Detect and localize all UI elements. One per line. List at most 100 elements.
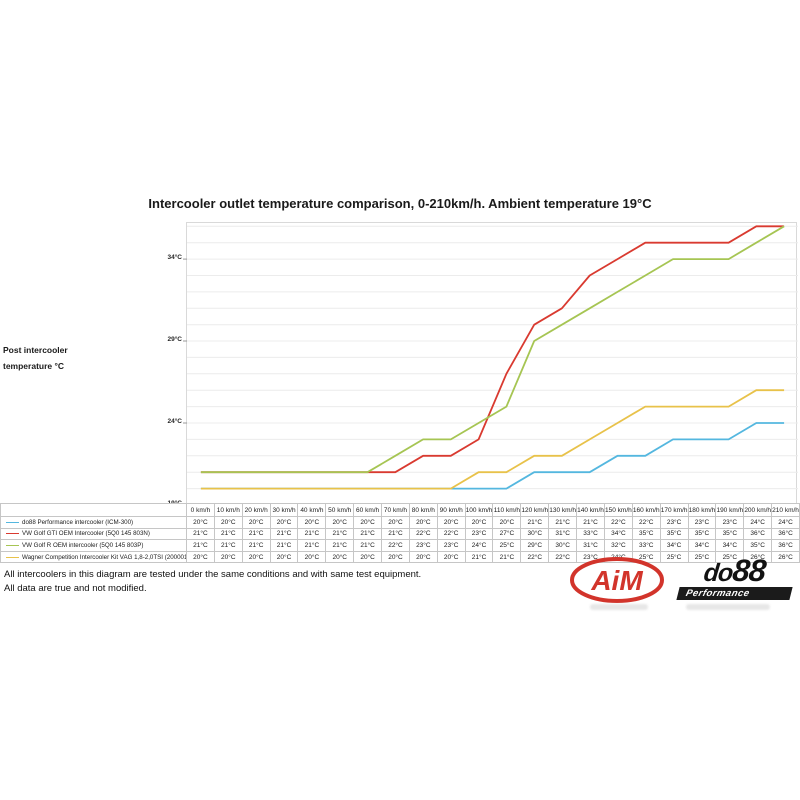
- table-value-cell: 20°C: [326, 551, 355, 564]
- table-value-cell: 24°C: [744, 517, 773, 529]
- table-value-cell: 20°C: [382, 517, 410, 529]
- table-value-cell: 20°C: [437, 551, 466, 564]
- table-header-speed: 10 km/h: [214, 504, 243, 517]
- table-header-speed: 170 km/h: [660, 504, 689, 517]
- table-value-cell: 20°C: [437, 517, 466, 529]
- table-value-cell: 21°C: [493, 551, 522, 564]
- legend-cell: VW Golf GTI OEM Intercooler (5Q0 145 803…: [1, 528, 187, 541]
- table-header-speed: 60 km/h: [354, 504, 383, 517]
- table-value-cell: 30°C: [521, 528, 550, 541]
- table-value-cell: 22°C: [604, 517, 633, 529]
- table-value-cell: 21°C: [214, 540, 243, 552]
- table-value-cell: 22°C: [409, 528, 438, 541]
- table-value-cell: 32°C: [604, 540, 633, 552]
- table-value-cell: 35°C: [688, 528, 717, 541]
- table-value-cell: 23°C: [465, 528, 494, 541]
- table-value-cell: 31°C: [577, 540, 605, 552]
- aim-logo-reflection: [590, 604, 648, 610]
- table-value-cell: 35°C: [660, 528, 689, 541]
- table-value-cell: 31°C: [549, 528, 578, 541]
- legend-label: do88 Performance intercooler (ICM-300): [22, 518, 134, 526]
- aim-logo: AiM: [570, 557, 664, 603]
- table-value-cell: 23°C: [688, 517, 717, 529]
- legend-cell: VW Golf R OEM intercooler (5Q0 145 803P): [1, 540, 187, 552]
- table-value-cell: 33°C: [632, 540, 661, 552]
- legend-swatch-icon: [6, 521, 19, 523]
- table-value-cell: 34°C: [604, 528, 633, 541]
- table-value-cell: 36°C: [772, 540, 800, 552]
- table-value-cell: 25°C: [660, 551, 689, 564]
- table-value-cell: 23°C: [660, 517, 689, 529]
- y-tick-label: 24°C: [167, 418, 182, 425]
- y-axis-title-line1: Post intercooler: [3, 345, 68, 355]
- table-value-cell: 22°C: [521, 551, 550, 564]
- table-header-speed: 30 km/h: [270, 504, 299, 517]
- table-value-cell: 26°C: [772, 551, 800, 564]
- legend-cell: do88 Performance intercooler (ICM-300): [1, 517, 187, 529]
- table-corner-cell: [1, 504, 187, 517]
- table-value-cell: 25°C: [688, 551, 717, 564]
- table-header-speed: 160 km/h: [632, 504, 661, 517]
- table-value-cell: 21°C: [326, 528, 355, 541]
- series-line-3: [200, 389, 785, 490]
- table-value-cell: 21°C: [270, 540, 299, 552]
- aim-logo-text: AiM: [590, 565, 643, 596]
- table-value-cell: 36°C: [744, 528, 773, 541]
- table-value-cell: 33°C: [577, 528, 605, 541]
- table-header-speed: 190 km/h: [716, 504, 745, 517]
- table-value-cell: 20°C: [187, 551, 215, 564]
- table-value-cell: 22°C: [632, 517, 661, 529]
- table-value-cell: 21°C: [326, 540, 355, 552]
- table-value-cell: 20°C: [242, 551, 271, 564]
- table-header-speed: 40 km/h: [298, 504, 327, 517]
- table-value-cell: 26°C: [744, 551, 773, 564]
- table-header-speed: 150 km/h: [604, 504, 633, 517]
- table-value-cell: 25°C: [716, 551, 745, 564]
- table-value-cell: 20°C: [298, 517, 327, 529]
- do88-performance-bar: Performance: [676, 587, 793, 600]
- do88-logo-reflection: [686, 604, 770, 610]
- do88-performance-label: Performance: [684, 588, 751, 599]
- table-value-cell: 20°C: [465, 517, 494, 529]
- table-value-cell: 22°C: [382, 540, 410, 552]
- y-axis-title-line2: temperature °C: [3, 361, 65, 371]
- table-value-cell: 21°C: [214, 528, 243, 541]
- table-value-cell: 21°C: [270, 528, 299, 541]
- series-line-1: [200, 225, 785, 474]
- table-value-cell: 20°C: [409, 551, 438, 564]
- legend-cell: Wagner Competition Intercooler Kit VAG 1…: [1, 551, 187, 564]
- table-value-cell: 20°C: [382, 551, 410, 564]
- table-value-cell: 34°C: [688, 540, 717, 552]
- series-line-2: [200, 225, 785, 474]
- table-value-cell: 24°C: [465, 540, 494, 552]
- table-header-speed: 50 km/h: [326, 504, 355, 517]
- table-value-cell: 20°C: [270, 551, 299, 564]
- table-value-cell: 23°C: [716, 517, 745, 529]
- do88-logo: do 88 Performance: [676, 553, 793, 601]
- legend-swatch-icon: [6, 533, 19, 535]
- footer-line-1: All intercoolers in this diagram are tes…: [4, 569, 422, 580]
- legend-swatch-icon: [6, 556, 19, 558]
- table-value-cell: 30°C: [549, 540, 578, 552]
- table-value-cell: 34°C: [716, 540, 745, 552]
- chart-area: [183, 222, 798, 504]
- table-value-cell: 21°C: [577, 517, 605, 529]
- table-value-cell: 35°C: [744, 540, 773, 552]
- do88-logo-text: do 88: [677, 553, 793, 588]
- table-value-cell: 20°C: [214, 551, 243, 564]
- table-value-cell: 20°C: [242, 517, 271, 529]
- legend-label: VW Golf R OEM intercooler (5Q0 145 803P): [22, 541, 144, 549]
- table-value-cell: 20°C: [187, 517, 215, 529]
- table-header-speed: 140 km/h: [577, 504, 605, 517]
- legend-label: Wagner Competition Intercooler Kit VAG 1…: [22, 553, 187, 561]
- table-value-cell: 21°C: [298, 540, 327, 552]
- table-value-cell: 20°C: [298, 551, 327, 564]
- table-value-cell: 20°C: [409, 517, 438, 529]
- do88-text-do: do: [702, 559, 734, 587]
- table-value-cell: 21°C: [382, 528, 410, 541]
- table-value-cell: 21°C: [298, 528, 327, 541]
- table-value-cell: 34°C: [660, 540, 689, 552]
- y-tick-label: 34°C: [167, 254, 182, 261]
- table-header-speed: 120 km/h: [521, 504, 550, 517]
- aim-oval-icon: [570, 557, 664, 603]
